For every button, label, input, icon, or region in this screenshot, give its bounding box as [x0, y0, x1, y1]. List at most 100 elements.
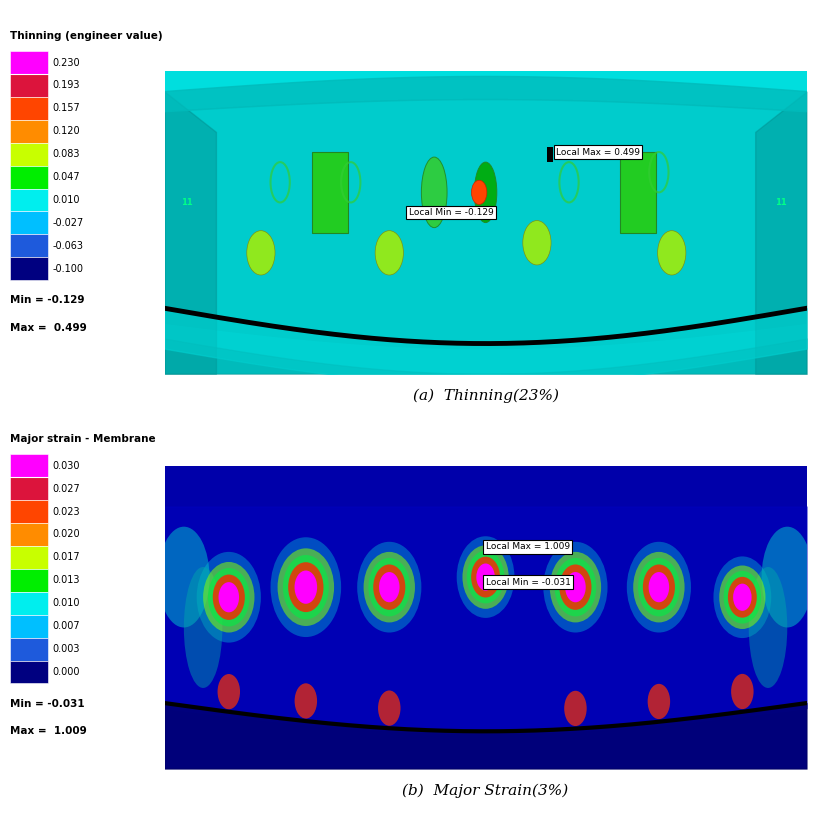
Ellipse shape: [283, 555, 328, 619]
Ellipse shape: [474, 162, 497, 223]
Circle shape: [247, 231, 275, 275]
Ellipse shape: [288, 562, 323, 612]
Text: 11: 11: [181, 198, 193, 207]
Bar: [10, 165, 48, 188]
Ellipse shape: [379, 572, 399, 602]
Circle shape: [523, 221, 551, 265]
Bar: [10, 500, 48, 523]
Ellipse shape: [208, 568, 249, 627]
Ellipse shape: [295, 683, 317, 718]
Bar: [10, 660, 48, 684]
Text: Local Max = 0.499: Local Max = 0.499: [556, 148, 640, 156]
Ellipse shape: [550, 552, 601, 622]
Ellipse shape: [203, 562, 254, 633]
Text: 0.193: 0.193: [53, 81, 80, 91]
Text: -0.100: -0.100: [53, 264, 83, 274]
Ellipse shape: [749, 567, 788, 688]
Text: 0.027: 0.027: [53, 484, 80, 494]
Text: (b)  Major Strain(3%): (b) Major Strain(3%): [402, 783, 569, 798]
Ellipse shape: [457, 536, 514, 618]
Text: Thinning (engineer value): Thinning (engineer value): [10, 31, 162, 41]
Ellipse shape: [378, 690, 401, 726]
Ellipse shape: [271, 538, 341, 637]
Ellipse shape: [633, 552, 685, 622]
Ellipse shape: [212, 575, 245, 620]
Text: 0.023: 0.023: [53, 507, 80, 517]
Ellipse shape: [649, 572, 669, 602]
Text: 0.230: 0.230: [53, 57, 80, 67]
Bar: [10, 74, 48, 97]
Bar: [10, 546, 48, 569]
Text: 0.000: 0.000: [53, 667, 80, 677]
Ellipse shape: [295, 570, 317, 604]
Text: Local Max = 1.009: Local Max = 1.009: [486, 543, 570, 551]
Ellipse shape: [369, 558, 410, 617]
Ellipse shape: [648, 684, 670, 719]
Bar: [10, 523, 48, 546]
Ellipse shape: [373, 564, 405, 610]
Ellipse shape: [728, 577, 757, 617]
Bar: [10, 143, 48, 165]
Text: Max =  1.009: Max = 1.009: [10, 727, 86, 737]
Text: 0.003: 0.003: [53, 644, 80, 654]
Ellipse shape: [357, 542, 421, 633]
Circle shape: [375, 231, 403, 275]
Text: 0.083: 0.083: [53, 150, 80, 160]
FancyBboxPatch shape: [621, 152, 656, 233]
Ellipse shape: [643, 564, 675, 610]
Ellipse shape: [463, 545, 509, 609]
Ellipse shape: [364, 552, 415, 622]
Ellipse shape: [543, 542, 607, 633]
Ellipse shape: [421, 157, 447, 228]
Text: Min = -0.129: Min = -0.129: [10, 296, 84, 306]
Ellipse shape: [197, 552, 261, 643]
Bar: [10, 188, 48, 212]
Text: 0.030: 0.030: [53, 460, 80, 470]
Polygon shape: [165, 100, 807, 349]
Ellipse shape: [219, 582, 239, 612]
Bar: [10, 615, 48, 638]
Ellipse shape: [477, 564, 495, 591]
Ellipse shape: [565, 572, 586, 602]
Ellipse shape: [714, 556, 771, 638]
Text: Max =  0.499: Max = 0.499: [10, 323, 86, 333]
Bar: [10, 257, 48, 281]
Text: Local Min = -0.031: Local Min = -0.031: [486, 578, 570, 586]
Text: 0.007: 0.007: [53, 621, 80, 631]
Bar: [10, 234, 48, 257]
Circle shape: [658, 231, 686, 275]
Bar: [10, 477, 48, 500]
Ellipse shape: [731, 674, 754, 709]
Ellipse shape: [627, 542, 691, 633]
Ellipse shape: [733, 584, 751, 611]
Text: Major strain - Membrane: Major strain - Membrane: [10, 434, 156, 444]
Bar: [10, 97, 48, 120]
Ellipse shape: [184, 567, 222, 688]
Ellipse shape: [277, 549, 334, 626]
Bar: [10, 212, 48, 234]
Ellipse shape: [565, 690, 587, 726]
Text: Min = -0.031: Min = -0.031: [10, 699, 85, 709]
Bar: [10, 51, 48, 74]
Text: 0.017: 0.017: [53, 553, 80, 563]
Bar: [10, 120, 48, 143]
Bar: [10, 569, 48, 591]
Ellipse shape: [723, 571, 761, 623]
Bar: [10, 591, 48, 615]
Ellipse shape: [471, 557, 500, 597]
Text: -0.027: -0.027: [53, 218, 84, 228]
Text: 0.010: 0.010: [53, 598, 80, 608]
Ellipse shape: [467, 551, 504, 603]
Text: (a)  Thinning(23%): (a) Thinning(23%): [412, 388, 559, 403]
Bar: [10, 454, 48, 477]
Text: 0.157: 0.157: [53, 103, 80, 113]
Text: Local Min = -0.129: Local Min = -0.129: [408, 208, 493, 217]
Text: 0.047: 0.047: [53, 172, 80, 182]
Ellipse shape: [555, 558, 597, 617]
Bar: [10, 638, 48, 660]
Text: -0.063: -0.063: [53, 241, 83, 251]
Text: 11: 11: [775, 198, 787, 207]
Ellipse shape: [761, 527, 813, 627]
Ellipse shape: [560, 564, 592, 610]
Ellipse shape: [217, 674, 240, 709]
